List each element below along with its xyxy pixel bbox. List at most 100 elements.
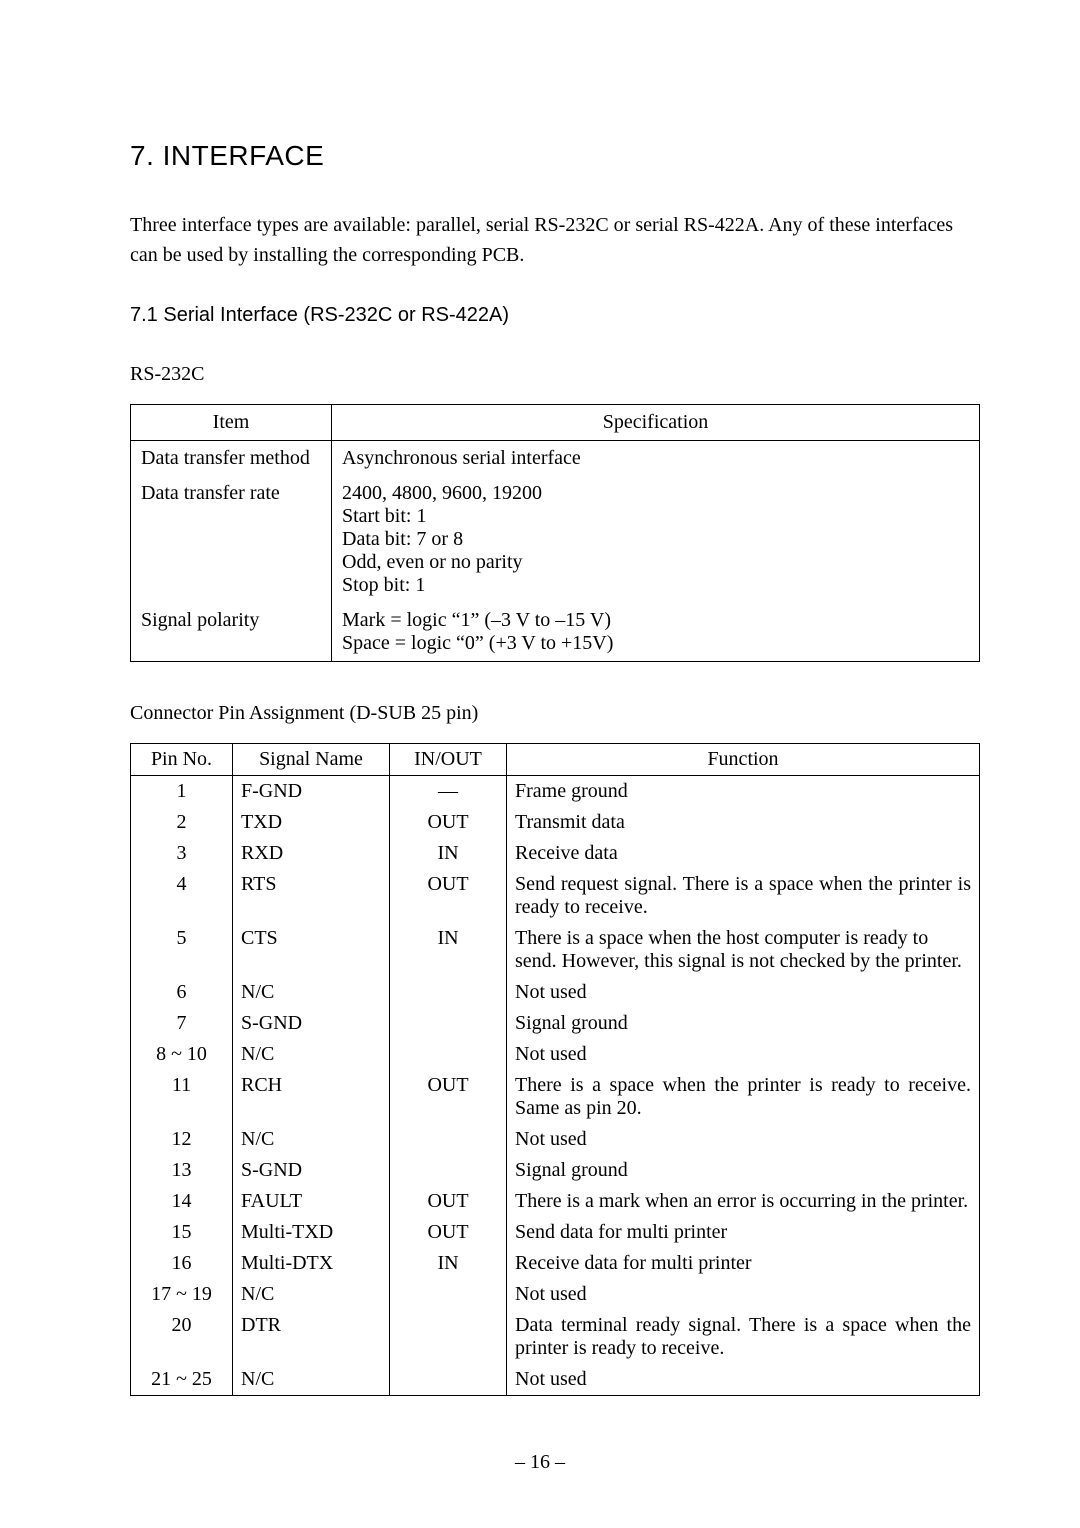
pin-row: 16Multi-DTXINReceive data for multi prin… — [131, 1248, 980, 1279]
pin-signal-name: TXD — [233, 807, 390, 838]
pin-signal-name: FAULT — [233, 1186, 390, 1217]
pin-inout: IN — [390, 1248, 507, 1279]
pin-row: 6N/C Not used — [131, 977, 980, 1008]
pin-row: 15Multi-TXDOUTSend data for multi printe… — [131, 1217, 980, 1248]
pin-number: 13 — [131, 1155, 233, 1186]
intro-paragraph: Three interface types are available: par… — [130, 210, 980, 270]
spec-row: Data transfer rate 2400, 4800, 9600, 192… — [131, 476, 980, 603]
pin-number: 16 — [131, 1248, 233, 1279]
spec-table: Item Specification Data transfer method … — [130, 404, 980, 662]
spec-item: Data transfer rate — [131, 476, 332, 603]
pin-function: Not used — [507, 1039, 980, 1070]
pin-row: 14FAULTOUTThere is a mark when an error … — [131, 1186, 980, 1217]
pin-signal-name: S-GND — [233, 1008, 390, 1039]
pin-inout: OUT — [390, 1186, 507, 1217]
pin-signal-name: N/C — [233, 1039, 390, 1070]
pin-row: 2TXDOUTTransmit data — [131, 807, 980, 838]
spec-row: Signal polarity Mark = logic “1” (–3 V t… — [131, 603, 980, 662]
spec-col-spec: Specification — [332, 405, 980, 441]
pin-number: 21 ~ 25 — [131, 1364, 233, 1396]
pin-row: 8 ~ 10N/C Not used — [131, 1039, 980, 1070]
pin-signal-name: N/C — [233, 1364, 390, 1396]
pin-signal-name: Multi-TXD — [233, 1217, 390, 1248]
pin-number: 8 ~ 10 — [131, 1039, 233, 1070]
pin-function: Transmit data — [507, 807, 980, 838]
pin-col-inout: IN/OUT — [390, 744, 507, 776]
pin-row: 5CTSINThere is a space when the host com… — [131, 923, 980, 977]
pin-inout: OUT — [390, 807, 507, 838]
pin-row: 4RTSOUTSend request signal. There is a s… — [131, 869, 980, 923]
pin-inout — [390, 1124, 507, 1155]
page: 7. INTERFACE Three interface types are a… — [0, 0, 1080, 1528]
pin-function: Receive data for multi printer — [507, 1248, 980, 1279]
pin-function: Data terminal ready signal. There is a s… — [507, 1310, 980, 1364]
pin-function: Signal ground — [507, 1008, 980, 1039]
spec-col-item: Item — [131, 405, 332, 441]
pin-inout: IN — [390, 838, 507, 869]
pin-number: 11 — [131, 1070, 233, 1124]
pin-table-caption: Connector Pin Assignment (D-SUB 25 pin) — [130, 702, 980, 725]
pin-number: 5 — [131, 923, 233, 977]
pin-signal-name: DTR — [233, 1310, 390, 1364]
pin-inout — [390, 977, 507, 1008]
pin-table: Pin No. Signal Name IN/OUT Function 1F-G… — [130, 743, 980, 1396]
spec-item: Signal polarity — [131, 603, 332, 662]
pin-signal-name: N/C — [233, 977, 390, 1008]
section-heading: 7. INTERFACE — [130, 140, 980, 172]
pin-number: 17 ~ 19 — [131, 1279, 233, 1310]
pin-row: 17 ~ 19N/CNot used — [131, 1279, 980, 1310]
pin-function: Send data for multi printer — [507, 1217, 980, 1248]
pin-inout — [390, 1364, 507, 1396]
pin-function: There is a space when the host computer … — [507, 923, 980, 977]
pin-number: 6 — [131, 977, 233, 1008]
spec-row: Data transfer method Asynchronous serial… — [131, 441, 980, 477]
spec-value: Mark = logic “1” (–3 V to –15 V) Space =… — [332, 603, 980, 662]
pin-function: Send request signal. There is a space wh… — [507, 869, 980, 923]
pin-number: 7 — [131, 1008, 233, 1039]
pin-function: Not used — [507, 1279, 980, 1310]
pin-number: 1 — [131, 776, 233, 808]
pin-row: 3RXDINReceive data — [131, 838, 980, 869]
pin-row: 11RCHOUTThere is a space when the printe… — [131, 1070, 980, 1124]
pin-row: 20DTR Data terminal ready signal. There i… — [131, 1310, 980, 1364]
pin-inout: IN — [390, 923, 507, 977]
pin-signal-name: RCH — [233, 1070, 390, 1124]
pin-row: 7S-GND Signal ground — [131, 1008, 980, 1039]
pin-function: Not used — [507, 1124, 980, 1155]
pin-function: Frame ground — [507, 776, 980, 808]
pin-inout: OUT — [390, 1070, 507, 1124]
pin-signal-name: Multi-DTX — [233, 1248, 390, 1279]
pin-signal-name: CTS — [233, 923, 390, 977]
pin-col-pinno: Pin No. — [131, 744, 233, 776]
pin-function: There is a space when the printer is rea… — [507, 1070, 980, 1124]
pin-function: Signal ground — [507, 1155, 980, 1186]
pin-number: 3 — [131, 838, 233, 869]
pin-number: 2 — [131, 807, 233, 838]
pin-row: 21 ~ 25N/CNot used — [131, 1364, 980, 1396]
pin-inout — [390, 1039, 507, 1070]
subsection-heading: 7.1 Serial Interface (RS-232C or RS-422A… — [130, 304, 980, 327]
pin-number: 4 — [131, 869, 233, 923]
pin-col-signal: Signal Name — [233, 744, 390, 776]
pin-row: 1F-GND—Frame ground — [131, 776, 980, 808]
spec-value: Asynchronous serial interface — [332, 441, 980, 477]
pin-signal-name: RXD — [233, 838, 390, 869]
pin-inout — [390, 1008, 507, 1039]
spec-table-caption: RS-232C — [130, 363, 980, 386]
pin-number: 20 — [131, 1310, 233, 1364]
pin-signal-name: S-GND — [233, 1155, 390, 1186]
spec-value: 2400, 4800, 9600, 19200 Start bit: 1 Dat… — [332, 476, 980, 603]
pin-inout — [390, 1155, 507, 1186]
pin-signal-name: F-GND — [233, 776, 390, 808]
pin-col-function: Function — [507, 744, 980, 776]
pin-inout: OUT — [390, 869, 507, 923]
pin-number: 14 — [131, 1186, 233, 1217]
pin-number: 12 — [131, 1124, 233, 1155]
pin-function: Receive data — [507, 838, 980, 869]
pin-inout — [390, 1310, 507, 1364]
spec-item: Data transfer method — [131, 441, 332, 477]
pin-inout: OUT — [390, 1217, 507, 1248]
pin-signal-name: RTS — [233, 869, 390, 923]
page-number: – 16 – — [0, 1451, 1080, 1474]
pin-function: Not used — [507, 977, 980, 1008]
